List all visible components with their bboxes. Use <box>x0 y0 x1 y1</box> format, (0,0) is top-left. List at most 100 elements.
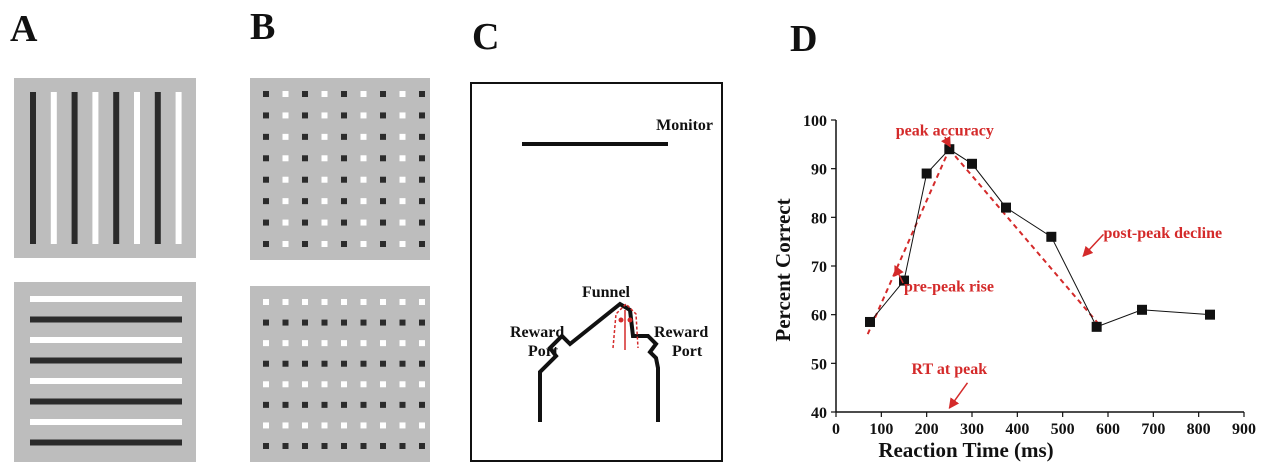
light-dot <box>282 422 289 429</box>
annotation-arrow <box>894 265 904 284</box>
light-dot <box>321 381 328 388</box>
light-dot <box>321 198 328 205</box>
dark-dot <box>380 155 386 162</box>
dark-dot <box>419 241 425 247</box>
annotation-label: RT at peak <box>912 361 988 378</box>
y-tick-label: 100 <box>803 113 827 130</box>
dark-dot <box>302 319 308 326</box>
dark-dot <box>380 198 386 205</box>
dark-bar <box>30 92 36 244</box>
light-bar <box>134 92 140 244</box>
annotation-arrow <box>1082 233 1105 258</box>
light-dot <box>282 299 289 305</box>
dark-dot <box>360 401 367 408</box>
dot-grid-top-svg <box>263 91 425 247</box>
panel-letter-a: A <box>10 8 38 50</box>
light-dot <box>321 340 328 347</box>
x-tick-label: 300 <box>960 421 984 438</box>
light-dot <box>360 299 367 305</box>
dot-grid-bottom-svg <box>263 299 425 449</box>
light-dot <box>419 299 425 305</box>
light-dot <box>282 176 289 183</box>
dark-bar <box>30 316 182 323</box>
light-dot <box>302 299 308 305</box>
dark-dot <box>263 241 269 247</box>
annotation-label: post-peak decline <box>1103 225 1222 242</box>
dark-dot <box>341 112 347 119</box>
dark-dot <box>380 133 386 140</box>
horizontal-grating-stimulus <box>14 282 196 462</box>
data-point <box>1091 321 1102 332</box>
dark-dot <box>419 360 425 367</box>
x-tick-label: 400 <box>1005 421 1029 438</box>
dark-dot <box>282 443 289 449</box>
data-point <box>1001 202 1011 213</box>
dark-dot <box>302 219 308 226</box>
light-dot <box>360 381 367 388</box>
light-dot <box>302 340 308 347</box>
trend-line <box>948 148 1100 326</box>
dark-dot <box>380 319 386 326</box>
dark-dot <box>419 198 425 205</box>
light-bar <box>175 92 182 244</box>
light-dot <box>321 299 328 305</box>
data-point <box>1137 304 1147 315</box>
light-dot <box>360 340 367 347</box>
light-dot <box>282 241 289 247</box>
left-port-label-line1: Reward <box>510 324 564 341</box>
dark-dot <box>263 155 269 162</box>
light-dot <box>399 176 406 183</box>
dark-dot <box>419 319 425 326</box>
light-dot <box>419 340 425 347</box>
dark-dot <box>419 155 425 162</box>
light-dot <box>399 422 406 429</box>
right-port-label-line1: Reward <box>654 324 708 341</box>
light-bar <box>30 337 182 343</box>
data-point <box>967 158 977 169</box>
dark-dot <box>360 360 367 367</box>
dark-dot <box>263 198 269 205</box>
y-tick-label: 50 <box>811 356 827 373</box>
right-port-label-line2: Port <box>672 343 703 360</box>
dark-dot <box>341 241 347 247</box>
light-dot <box>282 198 289 205</box>
light-dot <box>282 112 289 119</box>
y-tick-label: 80 <box>811 210 827 227</box>
light-dot <box>360 91 367 97</box>
dark-dot <box>302 155 308 162</box>
dark-dot <box>380 360 386 367</box>
dark-dot <box>341 176 347 183</box>
light-dot <box>321 241 328 247</box>
light-dot <box>360 198 367 205</box>
dark-dot <box>302 360 308 367</box>
y-axis-label: Percent Correct <box>771 198 795 341</box>
dark-dot <box>263 360 269 367</box>
dark-dot <box>341 133 347 140</box>
light-dot <box>263 381 269 388</box>
light-dot <box>360 176 367 183</box>
dark-dot <box>419 176 425 183</box>
y-tick-label: 70 <box>811 259 827 276</box>
light-dot <box>321 91 328 97</box>
dark-dot <box>341 219 347 226</box>
y-tick-label: 60 <box>811 308 827 325</box>
dark-dot <box>302 176 308 183</box>
x-tick-label: 900 <box>1232 421 1256 438</box>
light-dot <box>302 422 308 429</box>
x-tick-label: 500 <box>1051 421 1075 438</box>
dark-dot <box>302 443 308 449</box>
annotation-arrow <box>941 135 951 148</box>
light-dot <box>399 91 406 97</box>
dark-dot <box>263 176 269 183</box>
dark-dot <box>380 241 386 247</box>
x-axis-label: Reaction Time (ms) <box>878 438 1053 462</box>
light-dot <box>282 381 289 388</box>
light-bar <box>30 378 182 384</box>
data-point <box>1205 309 1215 320</box>
dark-dot <box>341 360 347 367</box>
dark-dot <box>360 319 367 326</box>
dark-dot <box>302 401 308 408</box>
dark-dot <box>380 112 386 119</box>
dark-bar <box>30 439 182 446</box>
light-dot <box>321 112 328 119</box>
